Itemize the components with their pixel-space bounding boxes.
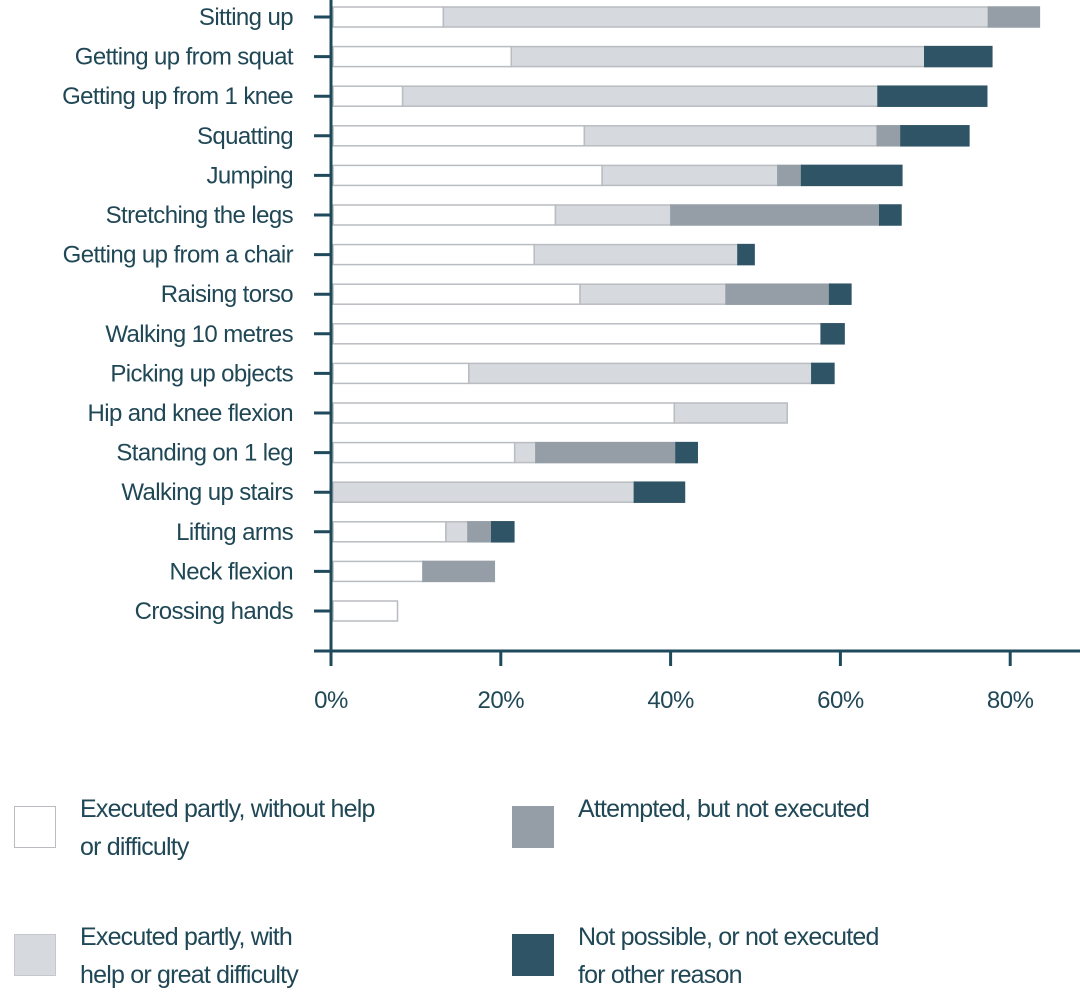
bar-segment-4: [633, 481, 686, 503]
category-label: Getting up from a chair: [63, 242, 294, 269]
x-tick-label: 0%: [314, 687, 348, 714]
category-label: Sitting up: [199, 4, 293, 31]
bar-segment-2: [673, 402, 788, 424]
bar-segment-3: [777, 164, 803, 187]
x-tick-labels: 0% 20% 40% 60% 80%: [314, 687, 1034, 714]
category-labels: Sitting up Getting up from squat Getting u…: [62, 4, 294, 625]
category-label: Picking up objects: [110, 360, 293, 387]
category-label: Walking up stairs: [121, 479, 293, 506]
bar-segment-4: [811, 362, 835, 385]
bar-segment-4: [828, 283, 852, 305]
bar-segment-1: [332, 441, 516, 464]
legend-swatch-light-gray: [14, 934, 56, 976]
bar-segment-2: [601, 164, 779, 187]
bar-segment-1: [332, 243, 535, 266]
bar-segment-3: [422, 560, 496, 583]
category-label: Crossing hands: [135, 598, 294, 625]
bar-segment-3: [725, 283, 831, 305]
bar-segment-3: [987, 6, 1041, 28]
bar-segment-4: [737, 243, 755, 266]
bar-segment-2: [510, 45, 926, 68]
category-label: Stretching the legs: [106, 202, 294, 229]
bar-segment-1: [332, 560, 424, 583]
category-label: Getting up from 1 knee: [62, 83, 293, 110]
bar-segment-1: [332, 164, 603, 187]
bar-segment-4: [820, 323, 845, 345]
bar-segment-2: [513, 441, 537, 464]
bar-segment-1: [332, 323, 822, 345]
bar-segment-1: [332, 204, 557, 226]
bar-segment-4: [924, 45, 993, 68]
bar-segment-4: [900, 125, 970, 147]
bars-group: [332, 6, 1041, 622]
bar-segment-2: [579, 283, 727, 305]
bar-segment-3: [670, 204, 881, 226]
bar-segment-2: [533, 243, 739, 266]
legend-label: Executed partly, with help or great diff…: [80, 923, 299, 989]
legend-swatch-mid-gray: [512, 806, 554, 848]
bar-segment-2: [583, 125, 878, 147]
legend-label: Not possible, or not executed for other …: [578, 923, 879, 989]
legend: Executed partly, without help or difficu…: [0, 790, 1080, 1004]
bar-segment-2: [401, 85, 879, 107]
bar-segment-1: [332, 600, 399, 622]
bar-segment-1: [332, 85, 404, 107]
legend-swatch-dark-teal: [512, 934, 554, 976]
category-label: Lifting arms: [176, 519, 293, 546]
bar-segment-4: [877, 85, 988, 107]
stacked-bar-chart: Sitting up Getting up from squat Getting u…: [62, 0, 1080, 714]
category-label: Getting up from squat: [75, 44, 294, 71]
bar-segment-1: [332, 362, 470, 385]
bar-segment-3: [535, 441, 677, 464]
legend-item-attempted: Attempted, but not executed: [512, 790, 978, 848]
legend-item-with-help: Executed partly, with help or great diff…: [14, 918, 480, 994]
bar-segment-2: [332, 481, 636, 503]
bar-segment-4: [675, 441, 698, 464]
category-label: Raising torso: [161, 281, 294, 308]
bar-segment-3: [876, 125, 902, 147]
bar-segment-4: [491, 521, 515, 543]
bar-segment-4: [800, 164, 903, 187]
bar-segment-1: [332, 521, 447, 543]
category-label: Standing on 1 leg: [116, 440, 293, 467]
legend-label: Executed partly, without help or difficu…: [80, 795, 375, 861]
axes-group: [314, 0, 1080, 666]
bar-segment-1: [332, 125, 586, 147]
bar-segment-4: [879, 204, 902, 226]
x-tick-label: 80%: [987, 687, 1034, 714]
x-tick-label: 60%: [817, 687, 864, 714]
bar-segment-2: [442, 6, 990, 28]
legend-item-not-possible: Not possible, or not executed for other …: [512, 918, 978, 994]
bar-segment-2: [554, 204, 672, 226]
legend-swatch-white: [14, 806, 56, 848]
category-label: Neck flexion: [169, 558, 293, 585]
bar-segment-1: [332, 6, 445, 28]
bar-segment-2: [468, 362, 813, 385]
bar-segment-2: [445, 521, 469, 543]
legend-label: Attempted, but not executed: [578, 795, 870, 823]
bar-segment-3: [467, 521, 493, 543]
category-label: Walking 10 metres: [105, 321, 293, 348]
category-label: Squatting: [197, 123, 293, 150]
x-tick-label: 40%: [647, 687, 694, 714]
x-tick-label: 20%: [478, 687, 525, 714]
bar-segment-1: [332, 45, 513, 68]
category-label: Hip and knee flexion: [88, 400, 293, 427]
legend-item-without-help: Executed partly, without help or difficu…: [14, 790, 480, 866]
bar-segment-1: [332, 283, 581, 305]
category-label: Jumping: [206, 162, 293, 189]
bar-segment-1: [332, 402, 676, 424]
